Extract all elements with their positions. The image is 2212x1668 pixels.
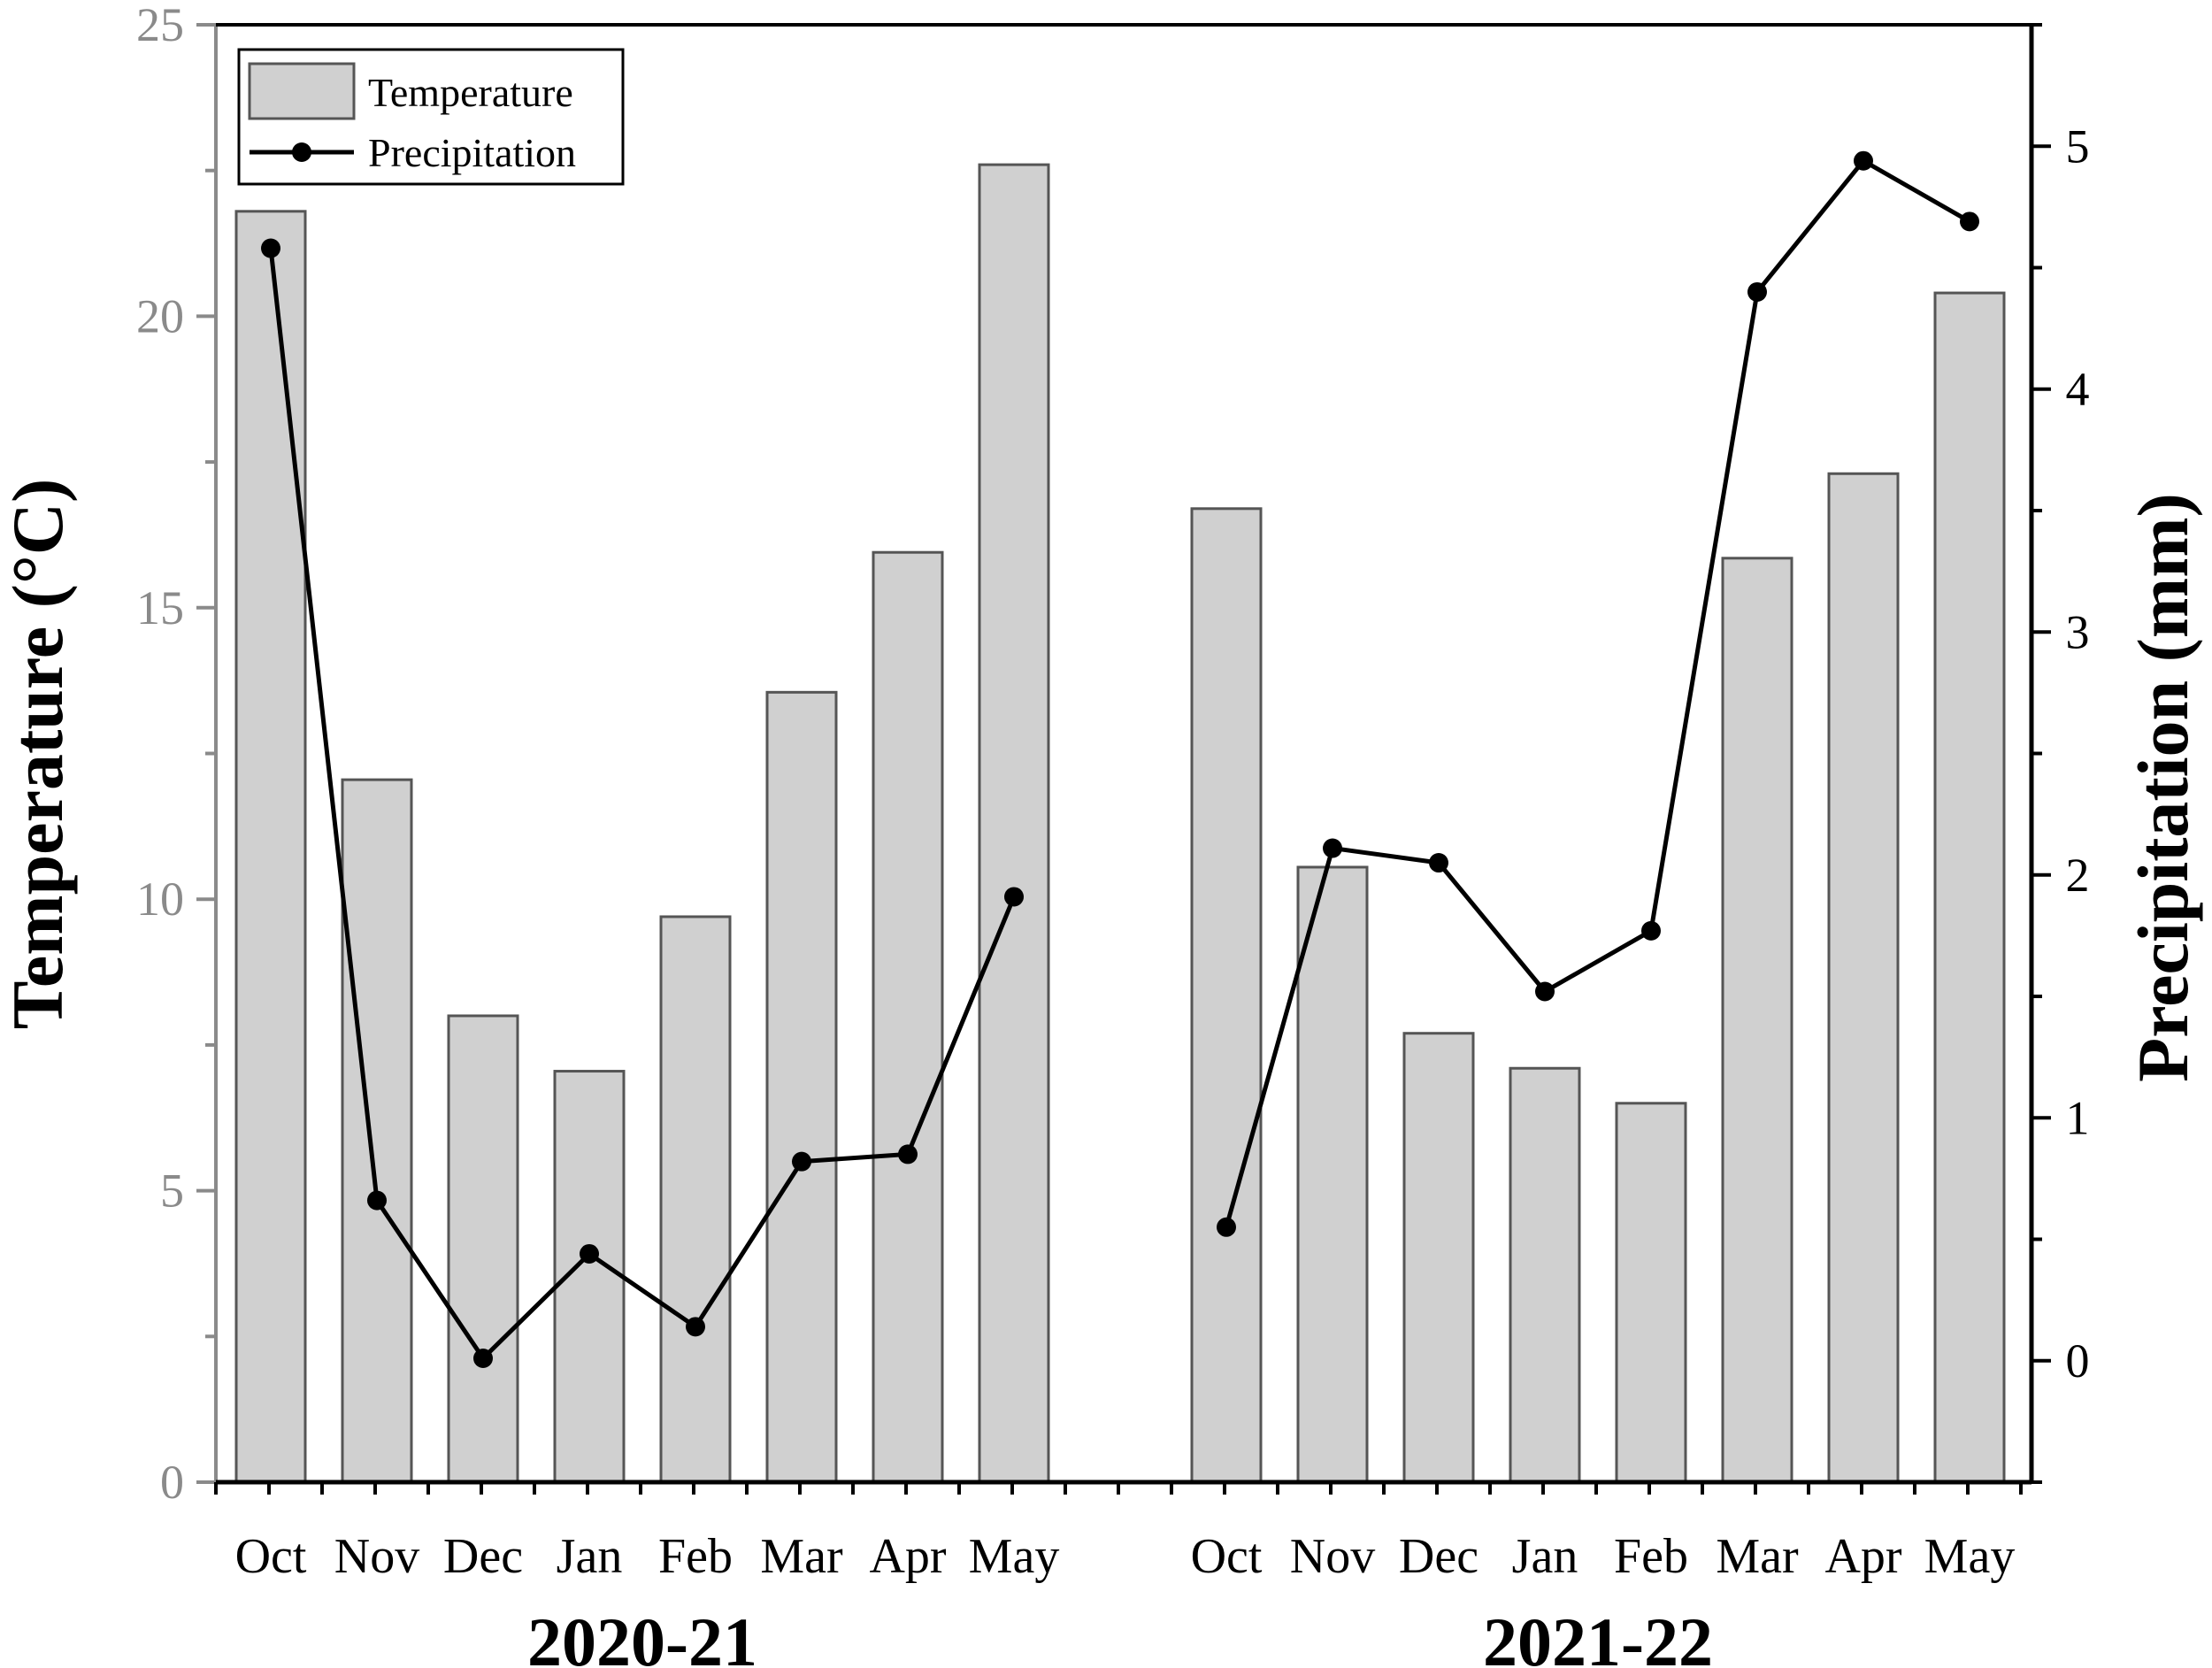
month-label-Apr: Apr bbox=[1824, 1529, 1901, 1584]
legend: Temperature Precipitation bbox=[237, 48, 625, 186]
temperature-bar-2021-22-Dec bbox=[1402, 1032, 1475, 1484]
temperature-bar-2021-22-Feb bbox=[1615, 1102, 1687, 1484]
month-label-Mar: Mar bbox=[760, 1529, 843, 1584]
precipitation-point-2021-22-Dec bbox=[1429, 853, 1448, 873]
legend-swatch-temperature bbox=[248, 62, 356, 120]
precipitation-line-2020-21 bbox=[268, 248, 1017, 1362]
temperature-bar-2020-21-Oct bbox=[234, 210, 307, 1484]
precipitation-point-2021-22-Nov bbox=[1323, 838, 1342, 858]
precipitation-line-2021-22 bbox=[1224, 158, 1971, 1228]
month-label-Nov: Nov bbox=[1290, 1529, 1375, 1584]
precipitation-point-2021-22-Mar bbox=[1747, 281, 1767, 302]
temperature-bar-2020-21-Nov bbox=[341, 778, 413, 1484]
month-label-Jan: Jan bbox=[1512, 1529, 1578, 1584]
left-tick-label: 25 bbox=[136, 0, 184, 51]
y-axis-title-left: Temperature (°C) bbox=[0, 479, 78, 1030]
month-label-Dec: Dec bbox=[1399, 1529, 1479, 1584]
precipitation-point-2021-22-Feb bbox=[1641, 920, 1661, 941]
temperature-bar-2021-22-May bbox=[1933, 291, 2006, 1484]
left-tick-label: 15 bbox=[136, 581, 184, 634]
month-label-Feb: Feb bbox=[658, 1529, 733, 1584]
right-tick-label: 2 bbox=[2066, 849, 2090, 902]
left-tick-label: 20 bbox=[136, 289, 184, 342]
temperature-bar-2020-21-Dec bbox=[447, 1014, 519, 1484]
temperature-bar-2021-22-Mar bbox=[1721, 557, 1793, 1484]
precipitation-point-2020-21-Jan bbox=[580, 1243, 599, 1264]
season-label: 2020-21 bbox=[527, 1603, 757, 1668]
temperature-bar-2020-21-Apr bbox=[872, 550, 944, 1484]
temperature-bar-2021-22-Nov bbox=[1296, 865, 1369, 1484]
month-label-Mar: Mar bbox=[1716, 1529, 1799, 1584]
season-label: 2021-22 bbox=[1483, 1603, 1713, 1668]
precipitation-point-2021-22-Oct bbox=[1217, 1217, 1236, 1237]
precipitation-point-2020-21-Nov bbox=[367, 1190, 387, 1211]
month-label-Jan: Jan bbox=[557, 1529, 623, 1584]
right-tick-label: 1 bbox=[2066, 1091, 2090, 1144]
month-label-Oct: Oct bbox=[1191, 1529, 1263, 1584]
month-label-May: May bbox=[1924, 1529, 2016, 1584]
month-label-Oct: Oct bbox=[235, 1529, 307, 1584]
precipitation-point-2020-21-Feb bbox=[686, 1317, 705, 1337]
precipitation-point-2020-21-Oct bbox=[261, 238, 280, 258]
month-label-Apr: Apr bbox=[869, 1529, 946, 1584]
left-tick-label: 10 bbox=[136, 872, 184, 926]
precipitation-point-2020-21-Mar bbox=[792, 1151, 811, 1172]
left-tick-label: 0 bbox=[160, 1456, 184, 1509]
temperature-bar-2020-21-Mar bbox=[765, 690, 838, 1484]
temperature-bar-2021-22-Jan bbox=[1509, 1066, 1581, 1484]
precipitation-line bbox=[261, 150, 1979, 1369]
month-label-Nov: Nov bbox=[334, 1529, 419, 1584]
precipitation-point-2021-22-May bbox=[1960, 211, 1979, 232]
precipitation-point-2020-21-Apr bbox=[898, 1144, 918, 1165]
axes bbox=[196, 23, 2051, 1495]
legend-swatch-precipitation-marker bbox=[292, 142, 311, 162]
temperature-bar-2021-22-Oct bbox=[1190, 507, 1263, 1484]
precipitation-point-2021-22-Apr bbox=[1854, 150, 1873, 171]
legend-label-temperature: Temperature bbox=[368, 70, 573, 115]
precipitation-point-2020-21-Dec bbox=[473, 1349, 493, 1369]
y-axis-title-right: Precipitation (mm) bbox=[2123, 493, 2203, 1082]
month-label-Dec: Dec bbox=[443, 1529, 523, 1584]
temperature-bar-2020-21-May bbox=[978, 163, 1050, 1484]
right-tick-label: 3 bbox=[2066, 605, 2090, 658]
right-tick-label: 5 bbox=[2066, 119, 2090, 173]
temperature-bar-2021-22-Apr bbox=[1827, 472, 1900, 1484]
left-tick-label: 5 bbox=[160, 1165, 184, 1218]
temperature-bars bbox=[234, 163, 2006, 1484]
precipitation-point-2021-22-Jan bbox=[1535, 981, 1555, 1002]
right-tick-label: 0 bbox=[2066, 1334, 2090, 1387]
legend-label-precipitation: Precipitation bbox=[368, 130, 576, 175]
temperature-bar-2020-21-Feb bbox=[659, 915, 732, 1484]
month-label-May: May bbox=[969, 1529, 1060, 1584]
right-tick-label: 4 bbox=[2066, 363, 2090, 416]
month-label-Feb: Feb bbox=[1614, 1529, 1688, 1584]
precipitation-point-2020-21-May bbox=[1004, 887, 1024, 907]
